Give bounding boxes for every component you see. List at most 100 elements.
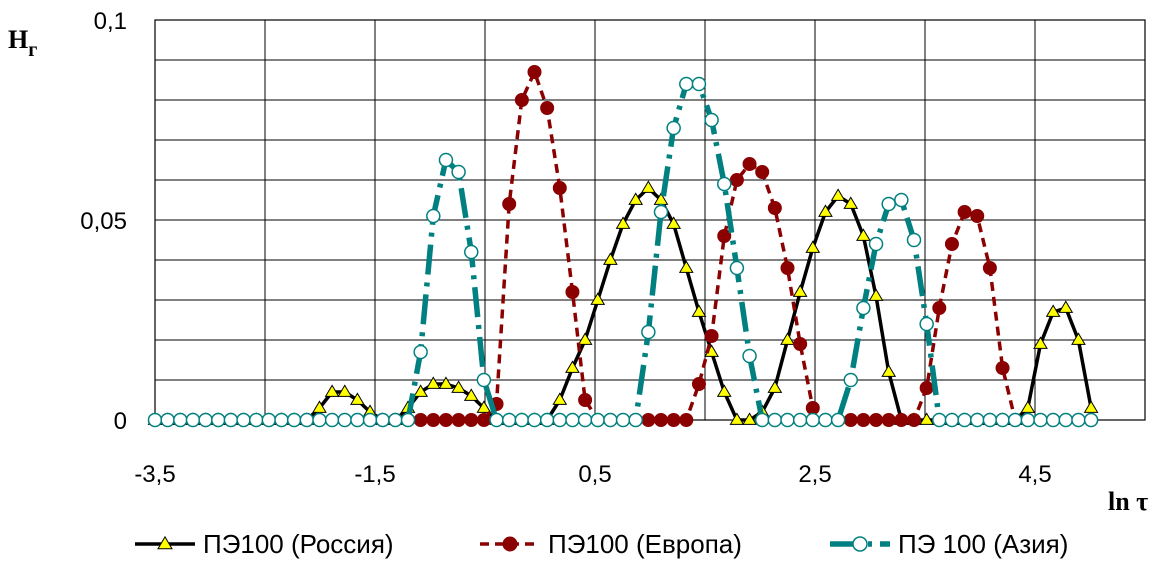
circle-marker: [755, 165, 770, 179]
triangle-marker: [577, 332, 593, 345]
circle-marker: [729, 260, 745, 276]
circle-marker: [540, 101, 555, 115]
circle-marker: [337, 412, 352, 428]
triangle-marker: [805, 240, 821, 253]
series-line: [155, 81, 1092, 423]
circle-marker: [780, 412, 795, 428]
circle-marker: [729, 173, 744, 187]
circle-marker: [615, 412, 631, 428]
circle-marker: [160, 412, 175, 428]
legend: ПЭ100 (Россия) ПЭ100 (Европа) ПЭ 100 (Азия…: [135, 529, 1068, 559]
legend-label: ПЭ100 (Россия): [203, 529, 394, 559]
circle-marker: [641, 413, 656, 427]
circle-marker: [223, 412, 239, 428]
legend-item-2: ПЭ100 (Европа): [480, 529, 742, 559]
triangle-marker: [1071, 332, 1086, 345]
legend-label: ПЭ 100 (Азия): [898, 529, 1068, 559]
circle-marker: [805, 401, 820, 415]
circle-marker: [552, 181, 567, 195]
triangle-marker: [691, 304, 707, 317]
circle-marker: [869, 413, 884, 427]
triangle-marker: [830, 188, 846, 201]
triangle-marker: [628, 192, 644, 205]
triangle-marker: [1083, 400, 1099, 413]
circle-marker: [666, 120, 681, 136]
circle-marker: [704, 112, 719, 128]
y-axis-title: Hг: [8, 25, 37, 61]
circle-marker: [742, 157, 757, 171]
circle-marker: [426, 413, 441, 427]
circle-marker: [565, 412, 580, 428]
circle-marker: [603, 412, 618, 428]
triangle-marker: [552, 392, 568, 405]
triangle-marker: [615, 216, 631, 229]
circle-marker: [1033, 412, 1048, 428]
circle-marker: [856, 300, 871, 316]
x-tick-label: 2,5: [798, 461, 831, 488]
circle-marker: [906, 232, 922, 248]
circle-marker: [577, 412, 593, 428]
triangle-marker: [792, 284, 808, 297]
triangle-marker: [868, 288, 884, 301]
circle-marker: [312, 412, 327, 428]
circle-marker: [894, 413, 909, 427]
circle-marker: [894, 192, 909, 208]
circle-marker: [198, 412, 213, 428]
triangle-marker: [337, 384, 353, 397]
circle-marker: [932, 301, 947, 315]
circle-marker: [843, 372, 858, 388]
circle-marker: [754, 412, 770, 428]
series-layer: [147, 65, 1099, 428]
series-2: [148, 65, 1099, 427]
triangle-marker: [451, 380, 466, 393]
circle-marker: [324, 412, 340, 428]
series-1: [147, 180, 1099, 425]
triangle-marker: [1058, 300, 1074, 313]
triangle-marker: [818, 204, 833, 217]
circle-marker: [476, 413, 491, 427]
circle-marker: [451, 164, 466, 180]
triangle-marker: [565, 360, 580, 373]
circle-marker: [299, 412, 315, 428]
circle-marker: [388, 412, 403, 428]
circle-marker: [413, 413, 428, 427]
circle-marker: [274, 412, 289, 428]
triangle-marker: [666, 216, 682, 229]
circle-marker: [843, 413, 858, 427]
y-tick-labels: 0 0,05 0,1: [80, 8, 127, 435]
triangle-marker: [742, 412, 757, 425]
circle-marker: [590, 412, 605, 428]
y-tick-label: 0,1: [94, 8, 127, 35]
circle-marker: [679, 76, 694, 92]
circle-marker: [413, 344, 428, 360]
circle-marker: [641, 324, 656, 340]
triangle-marker: [1020, 400, 1036, 413]
triangle-marker: [1033, 336, 1048, 349]
circle-marker: [565, 285, 580, 299]
circle-marker: [691, 76, 707, 92]
circle-marker: [792, 412, 808, 428]
circle-marker: [1058, 412, 1074, 428]
triangle-marker: [678, 260, 694, 273]
circle-marker: [679, 413, 694, 427]
circle-marker: [717, 176, 732, 192]
circle-marker: [856, 413, 871, 427]
x-tick-labels: -3,5 -1,5 0,5 2,5 4,5: [134, 461, 1051, 488]
circle-marker: [995, 361, 1010, 375]
triangle-marker: [856, 228, 871, 241]
circle-marker: [717, 229, 732, 243]
circle-marker: [286, 412, 302, 428]
triangle-marker: [590, 292, 606, 305]
circle-marker: [957, 205, 972, 219]
triangle-marker: [767, 380, 783, 393]
circle-marker: [691, 377, 706, 391]
circle-marker: [173, 412, 188, 428]
circle-marker: [932, 412, 947, 428]
circle-marker: [514, 412, 530, 428]
circle-marker: [767, 201, 782, 215]
triangle-marker: [425, 376, 441, 389]
circle-marker: [830, 412, 846, 428]
triangle-marker: [1045, 304, 1061, 317]
circle-marker: [704, 329, 719, 343]
